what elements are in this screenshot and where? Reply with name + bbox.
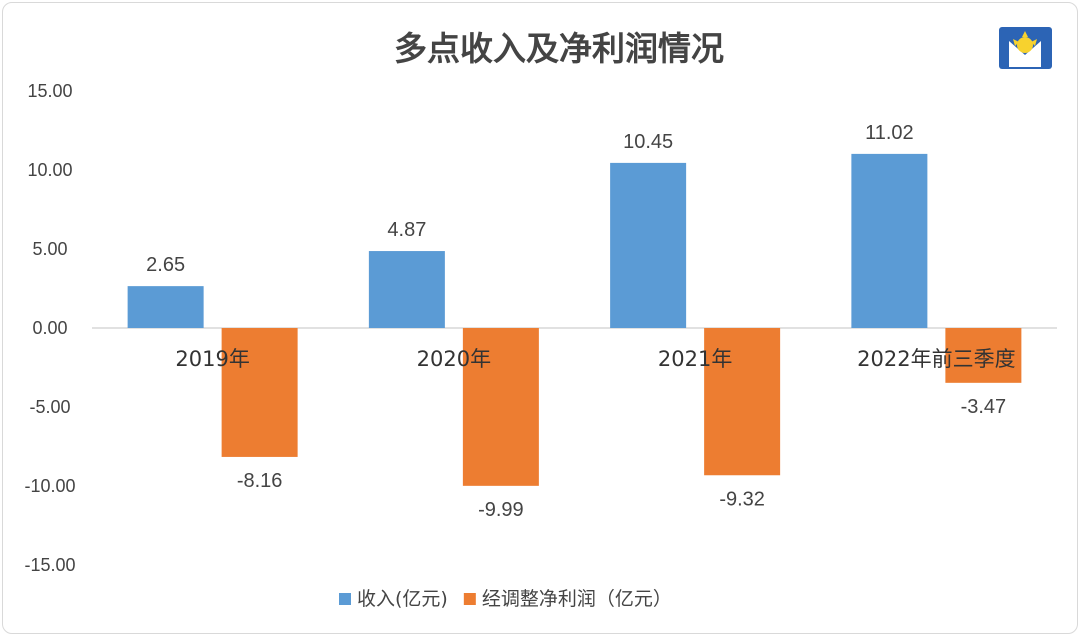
legend-label: 收入(亿元) — [357, 588, 448, 610]
bar-revenue — [610, 162, 687, 328]
data-label: 10.45 — [623, 131, 673, 153]
data-label: -8.16 — [237, 470, 283, 492]
legend-label: 经调整净利润（亿元） — [482, 588, 672, 610]
legend-swatch — [339, 593, 351, 605]
bar-revenue — [368, 251, 445, 328]
legend-swatch — [463, 593, 476, 605]
bar-revenue — [851, 153, 928, 328]
y-tick-label: 0.00 — [32, 318, 67, 338]
bar-net-profit — [462, 328, 539, 486]
category-label: 2019年 — [175, 347, 249, 371]
y-tick-label: -10.00 — [24, 476, 75, 496]
category-label: 2022年前三季度 — [857, 347, 1015, 371]
bar-net-profit — [221, 328, 298, 457]
sun-logo-icon — [999, 27, 1052, 69]
y-tick-label: 15.00 — [27, 81, 72, 101]
category-label: 2020年 — [417, 347, 491, 371]
category-label: 2021年 — [658, 347, 732, 371]
y-tick-label: 10.00 — [27, 160, 72, 180]
chart-title: 多点收入及净利润情况 — [394, 29, 724, 68]
y-tick-label: -15.00 — [24, 555, 75, 575]
data-label: -9.99 — [478, 499, 524, 521]
bar-net-profit — [704, 328, 781, 476]
data-label: 4.87 — [387, 219, 426, 241]
y-tick-label: 5.00 — [32, 239, 67, 259]
data-label: -3.47 — [961, 396, 1007, 418]
chart: 多点收入及净利润情况 15.00 10.00 5.00 0.00 -5.00 -10.00… — [24, 27, 1057, 610]
y-tick-label: -5.00 — [29, 397, 70, 417]
data-label: 2.65 — [146, 254, 185, 276]
bar-revenue — [127, 286, 204, 328]
data-label: -9.32 — [719, 488, 765, 510]
bar-net-profit — [945, 328, 1022, 383]
data-label: 11.02 — [865, 122, 914, 144]
